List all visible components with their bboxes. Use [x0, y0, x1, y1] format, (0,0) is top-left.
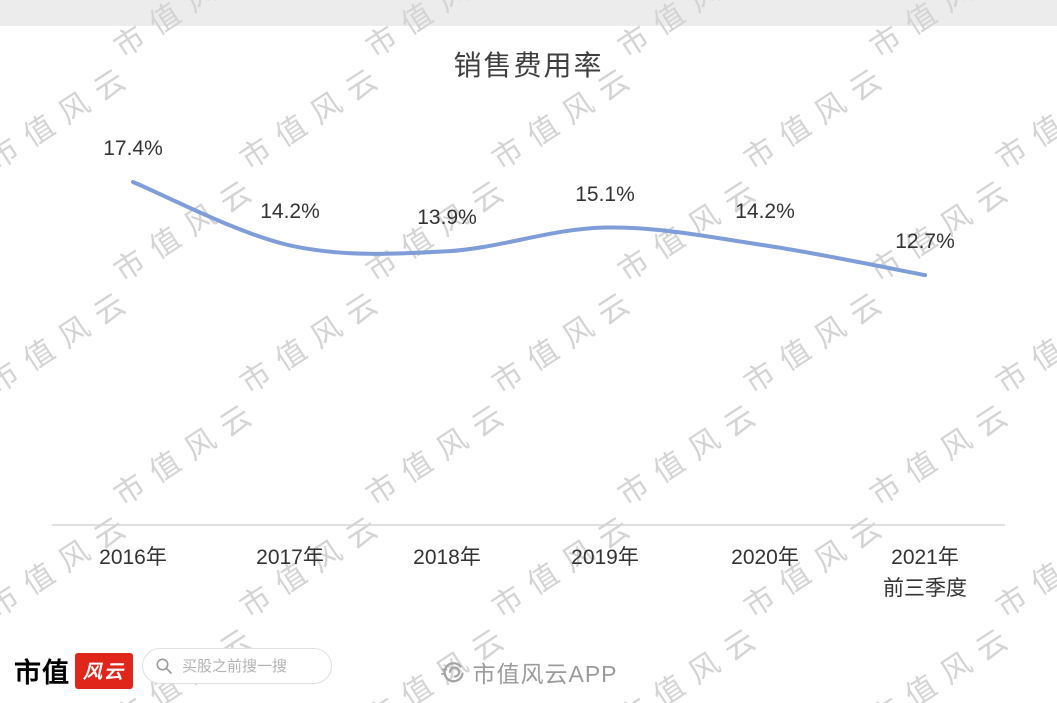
top-strip: [0, 0, 1057, 26]
brand-text: 市值: [14, 658, 70, 688]
x-axis-label: 2020年: [731, 546, 799, 569]
x-axis-label: 2017年: [256, 546, 324, 569]
data-label: 13.9%: [417, 206, 477, 230]
line-series: [131, 180, 927, 278]
data-label: 14.2%: [260, 200, 320, 224]
brand-logo: 市值 风云: [14, 651, 134, 690]
search-icon: [156, 658, 172, 674]
swirl-logo-icon: [440, 662, 464, 683]
data-label: 12.7%: [895, 230, 955, 254]
x-axis-label: 2019年: [571, 546, 639, 569]
search-input[interactable]: [180, 656, 319, 676]
data-label: 14.2%: [735, 200, 795, 224]
data-label: 17.4%: [103, 137, 163, 160]
chart-title: 销售费用率: [453, 50, 604, 81]
x-axis-label: 2018年: [413, 546, 481, 569]
data-label: 15.1%: [575, 182, 635, 206]
x-axis-label: 2021年 前三季度: [883, 546, 967, 600]
x-axis-label: 2016年: [99, 546, 167, 569]
search-box[interactable]: [142, 648, 332, 684]
app-watermark-text: 市值风云APP: [472, 661, 618, 687]
brand-fengyun-logo: 风云: [75, 652, 134, 689]
footer: 市值 风云 市值风云APP: [0, 640, 1057, 703]
app-watermark: 市值风云APP: [439, 655, 617, 689]
